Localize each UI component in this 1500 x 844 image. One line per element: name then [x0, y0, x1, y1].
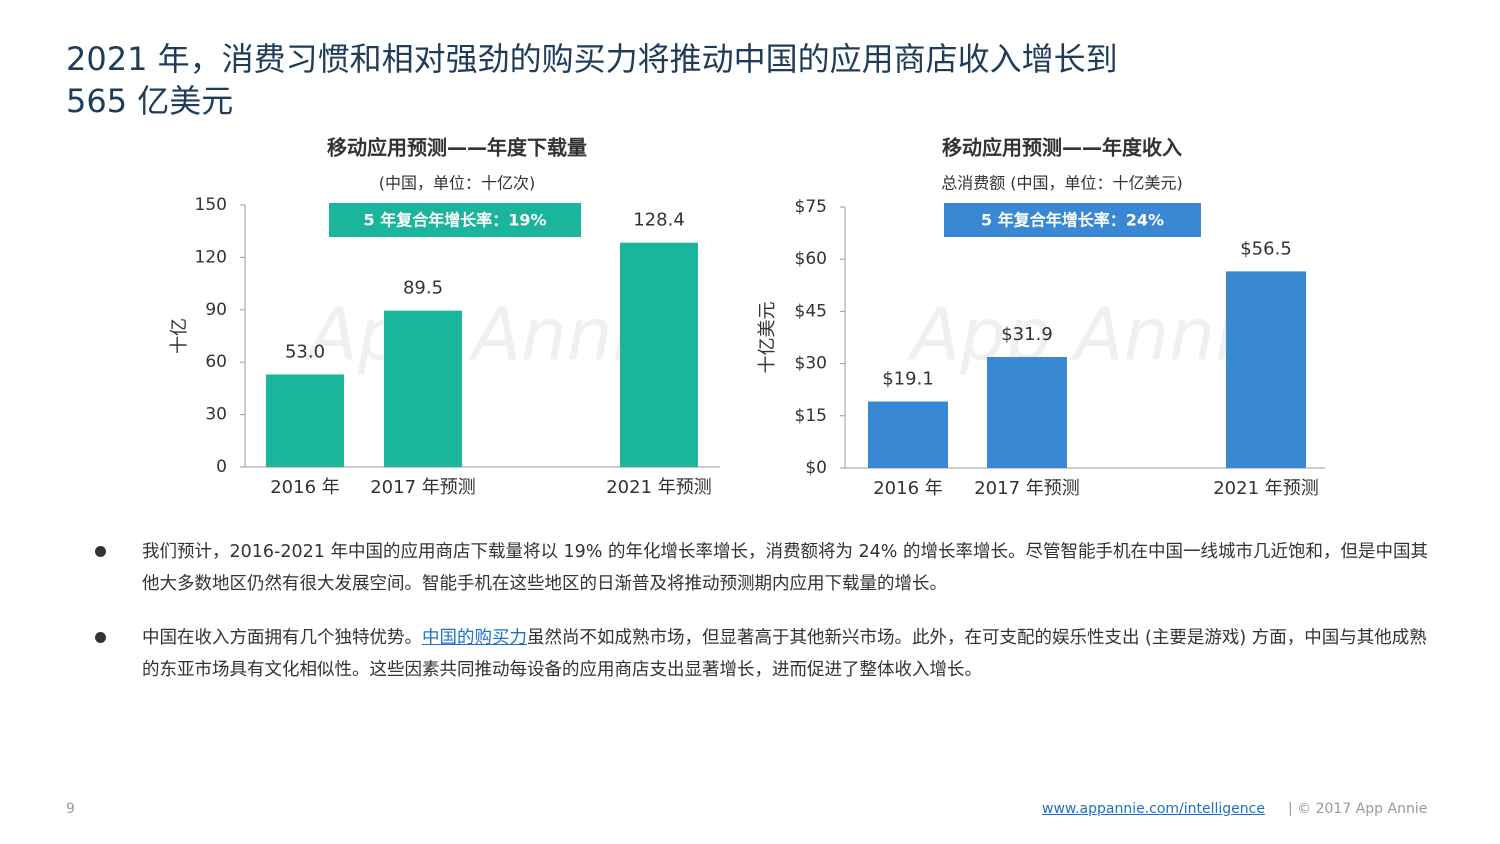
value-label: $31.9 — [1001, 324, 1053, 345]
bar — [1226, 271, 1306, 468]
chart-title: 移动应用预测——年度下载量 — [327, 136, 587, 160]
charts: App Annie 移动应用预测——年度下载量 (中国，单位：十亿次) 5 年复合年增… — [169, 136, 1325, 499]
y-tick-label: $45 — [795, 301, 827, 321]
bullet-text: 中国在收入方面拥有几个独特优势。 — [142, 628, 422, 648]
footer-link[interactable]: www.appannie.com/intelligence — [1042, 801, 1265, 817]
value-label: $19.1 — [882, 369, 934, 390]
copyright: | © 2017 App Annie — [1288, 801, 1428, 817]
y-tick-label: $75 — [795, 197, 827, 217]
bar — [266, 374, 344, 467]
x-tick-label: 2016 年 — [270, 477, 340, 498]
y-axis-label: 十亿美元 — [757, 302, 778, 374]
y-tick-label: $15 — [795, 406, 827, 426]
x-tick-label: 2017 年预测 — [370, 477, 476, 498]
y-tick-label: $30 — [795, 354, 827, 374]
y-tick-label: $60 — [795, 249, 827, 269]
annotation: 5 年复合年增长率：24% — [981, 211, 1164, 230]
watermark: App Annie — [304, 293, 676, 377]
value-label: 128.4 — [633, 210, 685, 231]
y-axis-label: 十亿 — [169, 318, 190, 354]
value-label: 53.0 — [285, 341, 325, 362]
y-tick-label: 150 — [195, 195, 227, 215]
slide-title: 2021 年，消费习惯和相对强劲的购买力将推动中国的应用商店收入增长到 565 … — [66, 38, 1118, 122]
bullet: 中国在收入方面拥有几个独特优势。中国的购买力虽然尚不如成熟市场，但显著高于其他新… — [142, 622, 1432, 686]
y-tick-label: 90 — [205, 300, 227, 320]
y-tick-label: 60 — [205, 352, 227, 372]
x-tick-label: 2021 年预测 — [606, 477, 712, 498]
bar — [620, 242, 698, 467]
y-tick-label: 0 — [216, 457, 227, 477]
y-tick-label: 30 — [205, 405, 227, 425]
link[interactable]: 中国的购买力 — [422, 628, 527, 648]
title-line: 2021 年，消费习惯和相对强劲的购买力将推动中国的应用商店收入增长到 — [66, 40, 1118, 78]
x-tick-label: 2017 年预测 — [974, 478, 1080, 499]
bar — [987, 356, 1067, 468]
bar — [384, 310, 462, 467]
bullet: 我们预计，2016-2021 年中国的应用商店下载量将以 19% 的年化增长率增… — [142, 536, 1432, 600]
y-tick-label: 120 — [195, 247, 227, 267]
watermark: App Annie — [907, 293, 1279, 377]
bullet-text: 我们预计，2016-2021 年中国的应用商店下载量将以 19% 的年化增长率增… — [142, 542, 1428, 594]
title-line: 565 亿美元 — [66, 82, 234, 120]
bar — [868, 401, 948, 468]
x-tick-label: 2016 年 — [873, 478, 943, 499]
page-number: 9 — [66, 801, 75, 817]
value-label: 89.5 — [403, 278, 443, 299]
value-label: $56.5 — [1240, 238, 1292, 259]
bullet-dot — [95, 546, 106, 557]
chart-subtitle: 总消费额 (中国，单位：十亿美元) — [941, 174, 1183, 193]
annotation-box — [329, 203, 581, 237]
chart-subtitle: (中国，单位：十亿次) — [379, 174, 536, 193]
annotation-box — [944, 203, 1201, 237]
bullet-text: 虽然尚不如成熟市场，但显著高于其他新兴市场。此外，在可支配的娱乐性支出 (主要是… — [142, 628, 1427, 680]
x-tick-label: 2021 年预测 — [1213, 478, 1319, 499]
chart-title: 移动应用预测——年度收入 — [942, 136, 1182, 160]
bullet-dot — [95, 632, 106, 643]
y-tick-label: $0 — [805, 458, 827, 478]
annotation: 5 年复合年增长率：19% — [363, 211, 546, 230]
